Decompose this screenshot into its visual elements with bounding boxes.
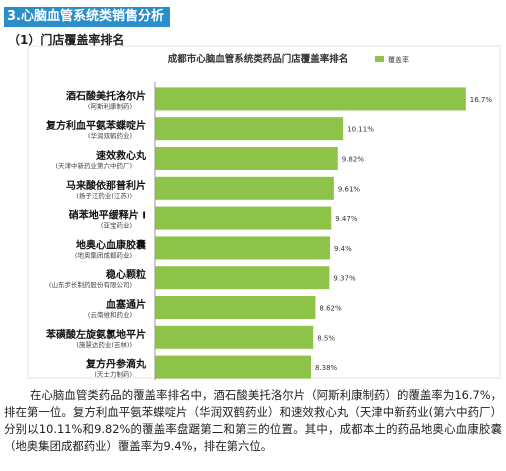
bar bbox=[155, 117, 344, 141]
bar-group: 地奥心血康胶囊(地奥集团成都药业) 9.4% bbox=[75, 236, 352, 260]
bar bbox=[155, 87, 466, 111]
sub-heading: （1）门店覆盖率排名 bbox=[8, 33, 125, 47]
value-label: 8.38% bbox=[315, 364, 338, 372]
bar-group: 复方丹参滴丸(天士力制药) 8.38% bbox=[85, 355, 338, 379]
value-label: 9.37% bbox=[333, 275, 356, 283]
bar-group: 稳心颗粒(山东步长制药股份有限公司) 9.37% bbox=[49, 266, 356, 290]
legend-swatch bbox=[375, 56, 384, 62]
section-heading: 3.心脑血管系统类销售分析 bbox=[4, 7, 170, 27]
coverage-bar-chart: 成都市心脑血管系统类药品门店覆盖率排名 覆盖率 酒石酸美托洛尔片(阿斯利康制药)… bbox=[27, 45, 501, 380]
bar bbox=[155, 206, 332, 230]
category-maker-label: (华润双鹤药业) bbox=[88, 131, 132, 140]
bar-group: 血塞通片(云南维和药业) 8.62% bbox=[88, 296, 342, 319]
bar bbox=[155, 266, 330, 290]
bar-group: 苯磺酸左旋氨氯地平片(施慧达药业(吉林)) 8.5% bbox=[45, 325, 335, 349]
category-label: 速效救心丸 bbox=[96, 149, 147, 162]
bar bbox=[155, 147, 338, 170]
category-label: 血塞通片 bbox=[106, 298, 146, 311]
category-maker-label: (山东步长制药股份有限公司) bbox=[49, 280, 132, 289]
category-label: 复方利血平氨苯蝶啶片 bbox=[45, 119, 146, 132]
category-label: 硝苯地平缓释片 I bbox=[69, 209, 146, 222]
value-label: 9.61% bbox=[338, 185, 361, 193]
bar-group: 酒石酸美托洛尔片(阿斯利康制药) 16.7% bbox=[66, 87, 493, 111]
chart-title: 成都市心脑血管系统类药品门店覆盖率排名 bbox=[168, 53, 349, 65]
bar-group: 复方利血平氨苯蝶啶片(华润双鹤药业) 10.11% bbox=[45, 117, 374, 141]
bar-group: 马来酸依那普利片(扬子江药业(江苏)) 9.61% bbox=[66, 176, 361, 200]
category-label: 苯磺酸左旋氨氯地平片 bbox=[45, 328, 146, 341]
category-maker-label: (云南维和药业) bbox=[88, 310, 132, 319]
bar bbox=[155, 296, 316, 319]
value-label: 10.11% bbox=[347, 126, 374, 134]
bar bbox=[155, 355, 311, 379]
bar bbox=[155, 176, 334, 200]
category-label: 地奥心血康胶囊 bbox=[76, 238, 147, 251]
value-label: 9.82% bbox=[342, 156, 365, 164]
value-label: 8.5% bbox=[317, 334, 335, 342]
description-paragraph: 在心脑血管类药品的覆盖率排名中，酒石酸美托洛尔片（阿斯利康制药）的覆盖率为16.… bbox=[4, 388, 502, 453]
category-label: 稳心颗粒 bbox=[106, 268, 146, 281]
category-label: 马来酸依那普利片 bbox=[66, 179, 146, 192]
legend-label: 覆盖率 bbox=[388, 55, 409, 64]
category-label: 复方丹参滴丸 bbox=[85, 358, 147, 371]
plot-area: 酒石酸美托洛尔片(阿斯利康制药) 16.7% 复方利血平氨苯蝶啶片(华润双鹤药业) 1… bbox=[45, 82, 493, 380]
category-maker-label: (亚宝药业) bbox=[101, 221, 132, 230]
category-maker-label: (地奥集团成都药业) bbox=[75, 250, 132, 259]
category-maker-label: (天津中新药业第六中药厂) bbox=[55, 161, 132, 170]
bar bbox=[155, 236, 330, 260]
bar-group: 速效救心丸(天津中新药业第六中药厂) 9.82% bbox=[55, 147, 364, 170]
category-maker-label: (施慧达药业(吉林)) bbox=[76, 340, 132, 349]
value-label: 8.62% bbox=[319, 305, 342, 313]
value-label: 9.47% bbox=[335, 215, 358, 223]
category-maker-label: (阿斯利康制药) bbox=[88, 101, 132, 110]
bar-group: 硝苯地平缓释片 I(亚宝药业) 9.47% bbox=[69, 206, 358, 230]
value-label: 9.4% bbox=[334, 245, 352, 253]
category-label: 酒石酸美托洛尔片 bbox=[66, 89, 146, 102]
bar bbox=[155, 325, 314, 349]
category-maker-label: (扬子江药业(江苏)) bbox=[76, 191, 132, 200]
category-maker-label: (天士力制药) bbox=[94, 370, 132, 379]
value-label: 16.7% bbox=[470, 96, 493, 104]
